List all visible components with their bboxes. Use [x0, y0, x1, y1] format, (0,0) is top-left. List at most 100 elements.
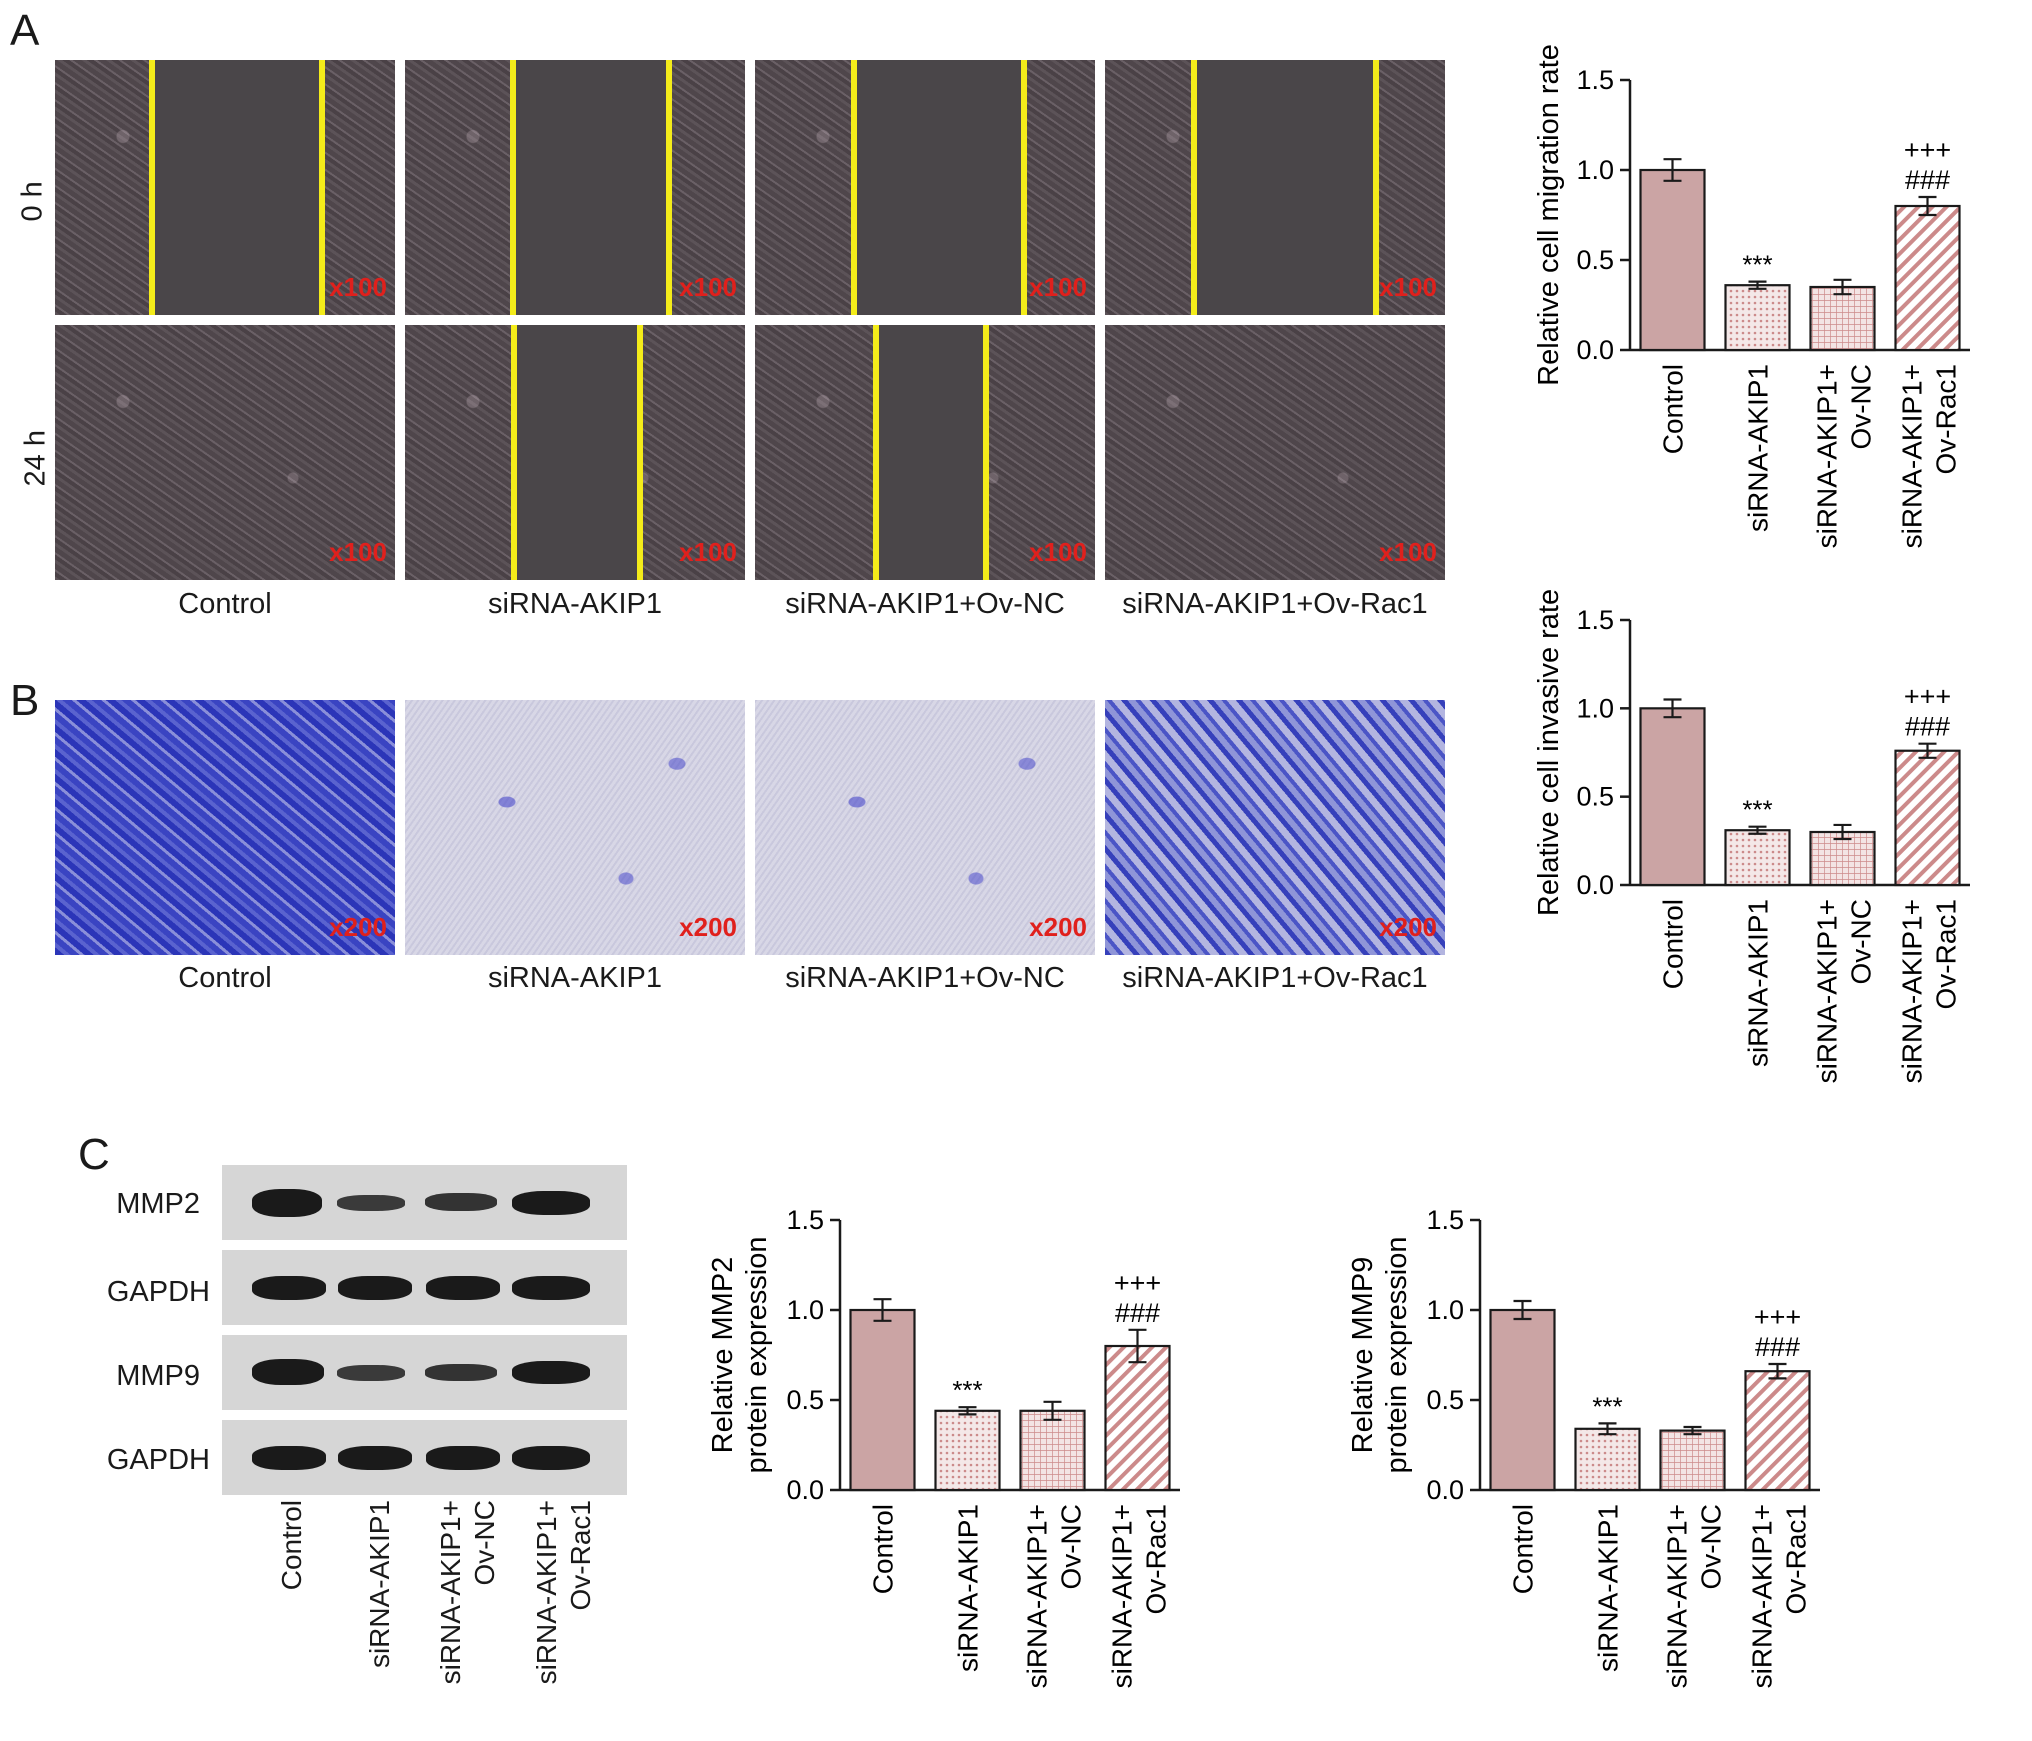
- bar: [1104, 1344, 1171, 1492]
- y-axis-label: Relative cell migration rate: [1533, 44, 1565, 386]
- caption-a-sirna: siRNA-AKIP1: [487, 588, 663, 620]
- y-tick-label: 1.0: [1576, 155, 1614, 185]
- blot-strip-gapdh-1: [222, 1250, 627, 1325]
- caption-b-ovrac1: siRNA-AKIP1+Ov-Rac1: [1122, 962, 1428, 994]
- significance-label: ###: [1115, 1298, 1160, 1328]
- caption-a-ovrac1: siRNA-AKIP1+Ov-Rac1: [1122, 588, 1428, 620]
- lane-label-control: Control: [276, 1500, 307, 1591]
- bar: [849, 1308, 916, 1492]
- y-tick-label: 1.0: [1576, 693, 1614, 723]
- x-category-label: siRNA-AKIP1: [1743, 364, 1774, 532]
- significance-label: ***: [952, 1375, 982, 1405]
- y-tick-label: 0.0: [786, 1475, 824, 1505]
- y-tick-label: 0.5: [786, 1385, 824, 1415]
- y-axis-label: Relative cell invasive rate: [1533, 589, 1565, 916]
- blot-label-gapdh-1: GAPDH: [106, 1276, 210, 1308]
- y-tick-label: 1.5: [1576, 605, 1614, 635]
- bar: [1894, 749, 1961, 887]
- magnification-label: x200: [1029, 912, 1087, 942]
- magnification-label: x100: [679, 537, 737, 567]
- x-category-label: siRNA-AKIP1: [953, 1504, 984, 1672]
- bar: [1659, 1429, 1726, 1492]
- significance-label: +++: [1904, 682, 1951, 712]
- blot-strip-mmp9: [222, 1335, 627, 1410]
- magnification-label: x100: [329, 537, 387, 567]
- blot-label-mmp9: MMP9: [116, 1360, 200, 1392]
- y-axis-label: Relative MMP9protein expression: [1347, 1237, 1413, 1474]
- magnification-label: x200: [679, 912, 737, 942]
- magnification-label: x100: [1029, 537, 1087, 567]
- row-label-24h: 24 h: [19, 430, 52, 487]
- x-category-label: siRNA-AKIP1+ Ov-NC: [1022, 1504, 1087, 1688]
- lane-label-ovnc: siRNA-AKIP1+ Ov-NC: [435, 1500, 500, 1685]
- y-tick-label: 0.0: [1576, 335, 1614, 365]
- y-tick-label: 0.0: [1426, 1475, 1464, 1505]
- caption-a-ovnc: siRNA-AKIP1+Ov-NC: [785, 588, 1065, 620]
- significance-label: ###: [1905, 712, 1950, 742]
- invasion-image-control: x200: [55, 700, 395, 955]
- x-category-label: siRNA-AKIP1+ Ov-Rac1: [1107, 1504, 1172, 1688]
- y-tick-label: 1.5: [786, 1205, 824, 1235]
- blot-strip-gapdh-2: [222, 1420, 627, 1495]
- bar: [1894, 204, 1961, 352]
- wound-image-control-0h: x100: [55, 60, 395, 315]
- x-category-label: siRNA-AKIP1+ Ov-NC: [1662, 1504, 1727, 1688]
- migration-rate-chart: 0.0 0.5 1.0 1.5 Relative cell migration rate…: [1533, 44, 1970, 548]
- lane-label-ovrac1: siRNA-AKIP1+ Ov-Rac1: [531, 1500, 596, 1685]
- y-tick-label: 0.5: [1576, 245, 1614, 275]
- wound-image-ovnc-24h: x100: [755, 325, 1095, 580]
- x-category-label: Control: [868, 1504, 899, 1594]
- x-category-label: siRNA-AKIP1: [1743, 899, 1774, 1067]
- y-tick-label: 1.5: [1576, 65, 1614, 95]
- bar: [1019, 1409, 1086, 1492]
- significance-label: +++: [1754, 1302, 1801, 1332]
- bar: [1489, 1308, 1556, 1492]
- panel-letter-c: C: [78, 1130, 110, 1179]
- mmp2-expression-chart: 0.0 0.5 1.0 1.5 Relative MMP2protein express…: [707, 1205, 1180, 1688]
- caption-b-ovnc: siRNA-AKIP1+Ov-NC: [785, 962, 1065, 994]
- x-category-label: siRNA-AKIP1+ Ov-Rac1: [1897, 364, 1962, 548]
- x-category-label: siRNA-AKIP1+ Ov-Rac1: [1897, 899, 1962, 1083]
- significance-label: +++: [1904, 135, 1951, 165]
- bar: [1724, 829, 1791, 887]
- wound-image-ovrac1-0h: x100: [1105, 60, 1445, 315]
- bar: [1809, 830, 1876, 887]
- invasion-image-sirna: x200: [405, 700, 745, 955]
- panel-letter-a: A: [10, 6, 40, 55]
- invasion-image-ovnc: x200: [755, 700, 1095, 955]
- wound-image-ovnc-0h: x100: [755, 60, 1095, 315]
- y-axis-label: Relative MMP2protein expression: [707, 1237, 773, 1474]
- panel-letter-b: B: [10, 676, 40, 725]
- significance-label: ###: [1755, 1332, 1800, 1362]
- x-category-label: Control: [1658, 364, 1689, 454]
- y-tick-label: 1.0: [786, 1295, 824, 1325]
- significance-label: ***: [1592, 1391, 1622, 1421]
- magnification-label: x200: [329, 912, 387, 942]
- invasion-image-ovrac1: x200: [1105, 700, 1445, 955]
- y-tick-label: 0.5: [1576, 782, 1614, 812]
- magnification-label: x100: [1379, 537, 1437, 567]
- wound-image-sirna-0h: x100: [405, 60, 745, 315]
- y-tick-label: 1.0: [1426, 1295, 1464, 1325]
- caption-b-control: Control: [178, 962, 272, 994]
- row-label-0h: 0 h: [16, 181, 49, 222]
- significance-label: +++: [1114, 1268, 1161, 1298]
- mmp9-expression-chart: 0.0 0.5 1.0 1.5 Relative MMP9protein express…: [1347, 1205, 1820, 1688]
- x-category-label: Control: [1658, 899, 1689, 989]
- bar: [1744, 1370, 1811, 1492]
- significance-label: ###: [1905, 165, 1950, 195]
- bar: [1809, 285, 1876, 352]
- bar: [1574, 1427, 1641, 1492]
- x-category-label: siRNA-AKIP1+ Ov-NC: [1812, 899, 1877, 1083]
- bar: [1639, 168, 1706, 352]
- significance-label: ***: [1742, 795, 1772, 825]
- x-category-label: siRNA-AKIP1+ Ov-Rac1: [1747, 1504, 1812, 1688]
- blot-strip-mmp2: [222, 1165, 627, 1240]
- bar: [1639, 707, 1706, 887]
- x-category-label: siRNA-AKIP1: [1593, 1504, 1624, 1672]
- magnification-label: x200: [1379, 912, 1437, 942]
- x-category-label: siRNA-AKIP1+ Ov-NC: [1812, 364, 1877, 548]
- magnification-label: x100: [329, 272, 387, 302]
- y-tick-label: 0.0: [1576, 870, 1614, 900]
- y-tick-label: 0.5: [1426, 1385, 1464, 1415]
